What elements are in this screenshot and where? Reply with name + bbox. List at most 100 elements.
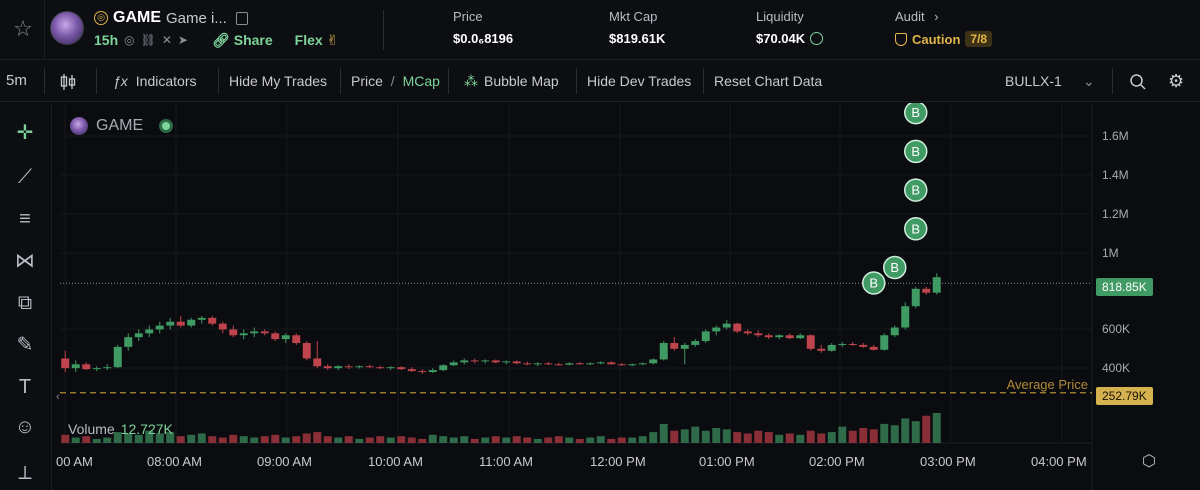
volume-bar — [617, 437, 626, 443]
toolbar-divider — [44, 68, 45, 94]
indicators-button[interactable]: ƒx Indicators — [113, 60, 197, 102]
volume-bar — [397, 436, 406, 443]
hide-dev-trades-button[interactable]: Hide Dev Trades — [587, 73, 692, 89]
volume-bar — [92, 438, 101, 443]
brush-icon[interactable]: ✎ — [16, 334, 34, 356]
candle-body — [722, 323, 731, 328]
search-icon[interactable] — [1129, 60, 1147, 102]
candle-body — [512, 361, 521, 364]
volume-bar — [806, 430, 815, 443]
volume-bar — [113, 432, 122, 443]
candle-body — [880, 335, 889, 350]
crosshair-icon[interactable]: ✛ — [16, 122, 34, 144]
candle-body — [932, 277, 941, 293]
volume-bar — [607, 438, 616, 443]
candle-body — [103, 367, 112, 369]
volume-bar — [544, 437, 553, 443]
candle-body — [859, 344, 868, 347]
average-price-tag: 252.79K — [1096, 387, 1153, 405]
volume-bar — [691, 426, 700, 443]
axis-settings-icon[interactable]: ⬡ — [1142, 453, 1156, 470]
interval-selector[interactable]: 5m — [6, 72, 27, 89]
reset-chart-button[interactable]: Reset Chart Data — [714, 73, 823, 89]
y-tick-label: 1.4M — [1102, 168, 1129, 182]
legend-avatar — [70, 117, 88, 135]
collapse-arrow-icon[interactable]: ‹ — [56, 391, 60, 403]
search-social-icon[interactable]: ◎ — [124, 33, 135, 47]
candle-body — [386, 367, 395, 369]
link-icon[interactable]: ⛓ — [140, 33, 156, 47]
volume-bar — [512, 436, 521, 443]
candle-body — [617, 364, 626, 366]
provider-label[interactable]: BULLX-1 — [1005, 73, 1062, 89]
mcap-label: Mkt Cap — [609, 9, 658, 24]
candle-body — [397, 367, 406, 370]
rock-hand-icon: ✌ — [326, 31, 339, 48]
bubble-map-button[interactable]: ⁂ Bubble Map — [464, 60, 559, 102]
flex-button[interactable]: Flex ✌ — [295, 32, 339, 49]
bubble-map-label: Bubble Map — [484, 73, 559, 89]
volume-bar — [481, 437, 490, 443]
price-toggle-label: Price — [351, 73, 383, 89]
buy-marker-label: B — [890, 260, 899, 275]
star-icon[interactable]: ☆ — [13, 16, 33, 41]
price-mcap-toggle[interactable]: Price / MCap — [351, 60, 440, 102]
volume-bar — [869, 429, 878, 443]
candle-body — [817, 348, 826, 351]
ruler-icon[interactable]: ⟂ — [18, 462, 32, 484]
price-value: $0.0₆8196 — [453, 31, 514, 46]
share-label: Share — [233, 32, 273, 48]
token-name: Game i... — [166, 9, 227, 27]
copy-icon[interactable] — [235, 11, 248, 25]
volume-bar — [71, 437, 80, 443]
gear-icon[interactable]: ⚙ — [1168, 71, 1185, 91]
volume-bar — [355, 438, 364, 443]
volume-bar — [701, 430, 710, 443]
volume-legend: Volume 12.727K — [68, 421, 173, 437]
candle-body — [827, 344, 836, 351]
candle-body — [439, 365, 448, 371]
candle-body — [491, 360, 500, 363]
volume-bar — [323, 436, 332, 443]
volume-bar — [859, 428, 868, 443]
candle-body — [134, 333, 143, 338]
x-twitter-icon[interactable]: ✕ — [161, 33, 172, 47]
candle-body — [670, 343, 679, 349]
volume-bar — [659, 423, 668, 443]
hide-my-trades-button[interactable]: Hide My Trades — [229, 73, 328, 89]
token-title-row: ◎ GAME Game i... — [94, 8, 248, 28]
pattern-icon[interactable]: ⋈ — [15, 250, 35, 272]
candle-body — [743, 331, 752, 334]
fib-icon[interactable]: ⧉ — [17, 292, 33, 314]
share-button[interactable]: 🔗︎ Share — [212, 32, 273, 49]
chevron-down-icon[interactable]: ⌄ — [1083, 73, 1095, 89]
trend-line-icon[interactable]: ⟋ — [18, 166, 32, 188]
candle-body — [229, 329, 238, 336]
text-icon[interactable]: T — [18, 376, 32, 398]
candle-body — [113, 346, 122, 368]
candle-body — [806, 335, 815, 349]
telegram-icon[interactable]: ➤ — [177, 33, 188, 47]
candle-body — [680, 344, 689, 349]
volume-bar — [638, 436, 647, 443]
volume-bar — [649, 432, 658, 443]
current-price-tag: 818.85K — [1096, 278, 1153, 296]
candle-body — [355, 366, 364, 368]
buy-marker-label: B — [911, 183, 920, 198]
volume-bar — [722, 429, 731, 443]
horizontal-lines-icon[interactable]: ≡ — [19, 208, 31, 230]
y-tick-label: 1.6M — [1102, 129, 1129, 143]
liquidity-value: $70.04K — [756, 31, 806, 46]
candle-type-icon[interactable] — [60, 60, 76, 102]
buy-marker — [904, 178, 928, 202]
candle-body — [124, 337, 133, 347]
emoji-icon[interactable]: ☺ — [14, 416, 36, 438]
volume-bar — [922, 415, 931, 443]
volume-bar — [754, 430, 763, 443]
stat-audit[interactable]: Audit › Caution 7/8 — [895, 9, 993, 47]
candle-body — [691, 341, 700, 345]
function-icon: ƒx — [113, 73, 128, 89]
